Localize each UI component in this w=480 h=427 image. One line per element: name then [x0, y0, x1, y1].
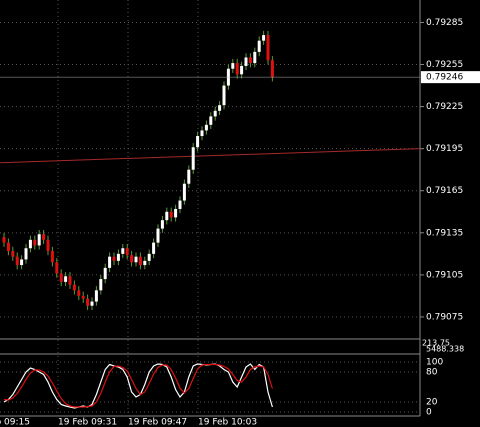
- candle-body: [94, 290, 98, 302]
- candle-body: [103, 267, 107, 280]
- x-tick-label: 19 Feb 09:47: [128, 418, 187, 427]
- price-box: [421, 71, 480, 84]
- candle-body: [68, 276, 72, 285]
- candle-body: [130, 255, 134, 263]
- candle-body: [231, 63, 235, 69]
- candle-body: [59, 273, 63, 282]
- candle-body: [165, 211, 169, 221]
- candle-body: [24, 248, 28, 260]
- candle-body: [178, 200, 182, 209]
- y-tick-label: 80: [426, 368, 438, 378]
- candle-body: [99, 279, 103, 291]
- candle-body: [11, 251, 15, 257]
- candle-body: [147, 253, 151, 261]
- candle-body: [77, 290, 81, 296]
- stochastic-line: [3, 363, 273, 408]
- y-tick-label: 0: [426, 408, 432, 418]
- candle-body: [152, 242, 156, 254]
- candle-body: [266, 35, 270, 61]
- trend-line: [0, 148, 421, 164]
- price-label: 0.79246: [426, 73, 463, 83]
- candle-body: [244, 57, 248, 66]
- candle-body: [72, 284, 76, 291]
- candle-body: [42, 234, 46, 240]
- y-tick-label: 20: [426, 398, 438, 408]
- candle-body: [191, 147, 195, 170]
- candle-body: [121, 248, 125, 254]
- y-tick-label: 0.79285: [426, 18, 463, 28]
- x-tick-label: 19 Feb 10:03: [198, 418, 257, 427]
- candle-body: [125, 248, 129, 256]
- candle-body: [86, 298, 90, 306]
- y-tick-label: 0.79105: [426, 270, 463, 280]
- indicator-label: 213.75: [422, 339, 450, 348]
- candle-body: [2, 237, 6, 243]
- candle-body: [196, 136, 200, 148]
- y-tick-label: 0.79255: [426, 60, 463, 70]
- candle-body: [6, 242, 10, 252]
- candle-body: [222, 85, 226, 106]
- candle-body: [240, 65, 244, 75]
- y-tick-label: 0.79225: [426, 102, 463, 112]
- candle-body: [187, 169, 191, 184]
- candle-body: [253, 51, 257, 64]
- candle-body: [143, 260, 147, 266]
- candle-body: [37, 234, 41, 246]
- candle-body: [160, 220, 164, 229]
- candle-body: [116, 253, 120, 261]
- candle-body: [262, 35, 266, 41]
- candle-body: [20, 259, 24, 266]
- x-tick-label: Feb 09:15: [0, 418, 30, 427]
- x-tick-label: 19 Feb 09:31: [58, 418, 117, 427]
- y-tick-label: 0.79195: [426, 144, 463, 154]
- stochastic-line: [3, 363, 273, 409]
- y-tick-label: 0.79075: [426, 312, 463, 322]
- candle-body: [200, 130, 204, 137]
- candle-body: [15, 256, 19, 266]
- candle-body: [46, 239, 50, 252]
- candle-body: [33, 239, 37, 246]
- candle-body: [213, 110, 217, 117]
- candle-body: [218, 105, 222, 111]
- candle-body: [257, 40, 261, 52]
- candle-body: [169, 211, 173, 218]
- candle-body: [235, 63, 239, 75]
- candle-body: [134, 256, 138, 263]
- candle-body: [28, 239, 32, 249]
- candle-body: [108, 256, 112, 268]
- candle-body: [270, 60, 274, 78]
- y-tick-label: 0.79135: [426, 228, 463, 238]
- y-tick-label: 0.79165: [426, 186, 463, 196]
- candle-body: [156, 228, 160, 243]
- candle-body: [112, 256, 116, 261]
- candle-body: [174, 208, 178, 218]
- candle-body: [90, 301, 94, 306]
- candle-body: [248, 57, 252, 64]
- candle-body: [64, 276, 68, 282]
- candle-body: [209, 116, 213, 125]
- candle-body: [138, 256, 142, 266]
- candle-body: [55, 262, 59, 274]
- candle-body: [204, 124, 208, 131]
- indicator-label: 5488.338: [426, 345, 464, 354]
- candle-body: [81, 295, 85, 299]
- candle-body: [182, 183, 186, 201]
- candle-body: [50, 251, 54, 263]
- y-tick-label: 100: [426, 358, 443, 368]
